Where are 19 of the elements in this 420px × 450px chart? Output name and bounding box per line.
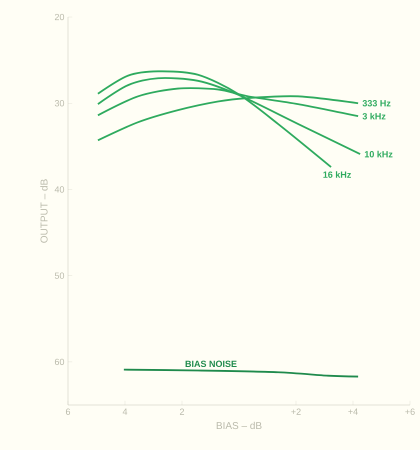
x-tick-label: +4 bbox=[348, 408, 358, 415]
y-tick-label: 30 bbox=[54, 100, 64, 106]
y-tick-label: 50 bbox=[54, 272, 64, 279]
series-label: BIAS NOISE bbox=[186, 360, 237, 368]
series-label: 333 Hz bbox=[362, 100, 390, 106]
x-tick-label: 6 bbox=[66, 408, 70, 415]
line-series bbox=[122, 368, 360, 378]
series-label: 3 kHz bbox=[362, 112, 386, 120]
x-tick-label: 2 bbox=[180, 408, 184, 415]
x-tick-label: +2 bbox=[291, 408, 301, 415]
x-tick-label: 4 bbox=[122, 408, 128, 415]
x-axis-title: BIAS – dB bbox=[216, 422, 262, 430]
y-tick-label: 60 bbox=[54, 358, 64, 366]
y-tick-label: 20 bbox=[54, 14, 64, 20]
y-tick-label: 40 bbox=[54, 186, 64, 193]
series-label: 10 kHz bbox=[364, 150, 392, 158]
y-axis-title: OUTPUT – dB bbox=[40, 179, 48, 243]
x-tick-label: +6 bbox=[405, 408, 415, 415]
series-label: 16 kHz bbox=[323, 171, 351, 178]
